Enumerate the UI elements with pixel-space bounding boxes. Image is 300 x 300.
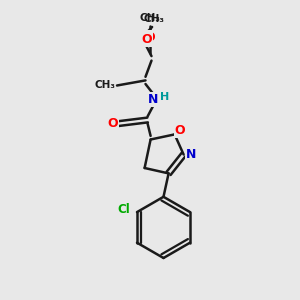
Text: CH₃: CH₃ [94,80,116,91]
Text: CH₃: CH₃ [140,13,160,23]
Text: Cl: Cl [117,203,130,216]
Text: N: N [148,93,158,106]
Text: O: O [108,117,118,130]
Text: O: O [145,31,155,44]
Text: CH₃: CH₃ [144,14,165,25]
Text: O: O [175,124,185,137]
Text: N: N [186,148,196,161]
Text: O: O [141,33,152,46]
Text: H: H [160,92,169,102]
